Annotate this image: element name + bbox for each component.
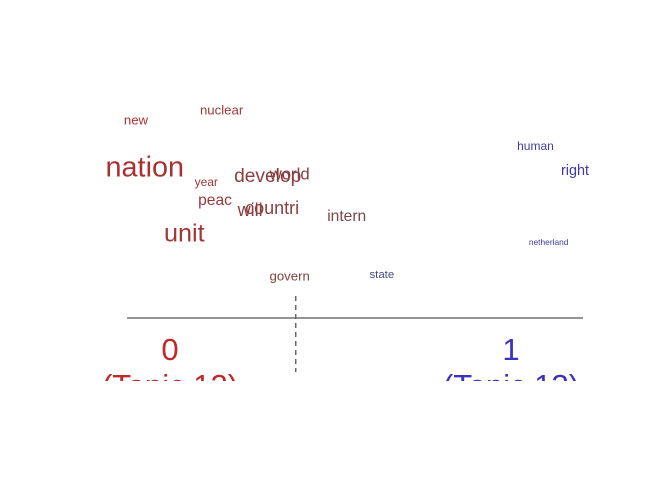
end-topic-label-0: (Topic 12) (102, 368, 238, 403)
word-will: will (237, 200, 263, 220)
end-value-1: 1 (502, 332, 519, 367)
word-new: new (124, 112, 149, 127)
word-nation: nation (106, 152, 184, 184)
end-labels: 0(Topic 12) 1(Topic 13) (102, 332, 579, 403)
word-world: world (269, 164, 310, 183)
word-netherland: netherland (529, 237, 569, 247)
word-unit: unit (164, 220, 205, 248)
word-year: year (195, 175, 218, 189)
word-peac: peac (198, 192, 232, 209)
word-nuclear: nuclear (200, 102, 244, 117)
word-human: human (517, 139, 554, 153)
word-countri: countri (245, 198, 299, 218)
word-right: right (561, 163, 589, 179)
word-state: state (369, 269, 394, 281)
end-value-0: 0 (161, 332, 178, 367)
word-develop: develop (234, 166, 301, 187)
word-govern: govern (269, 268, 309, 283)
word-intern: intern (327, 208, 366, 225)
end-topic-label-1: (Topic 13) (443, 368, 579, 403)
